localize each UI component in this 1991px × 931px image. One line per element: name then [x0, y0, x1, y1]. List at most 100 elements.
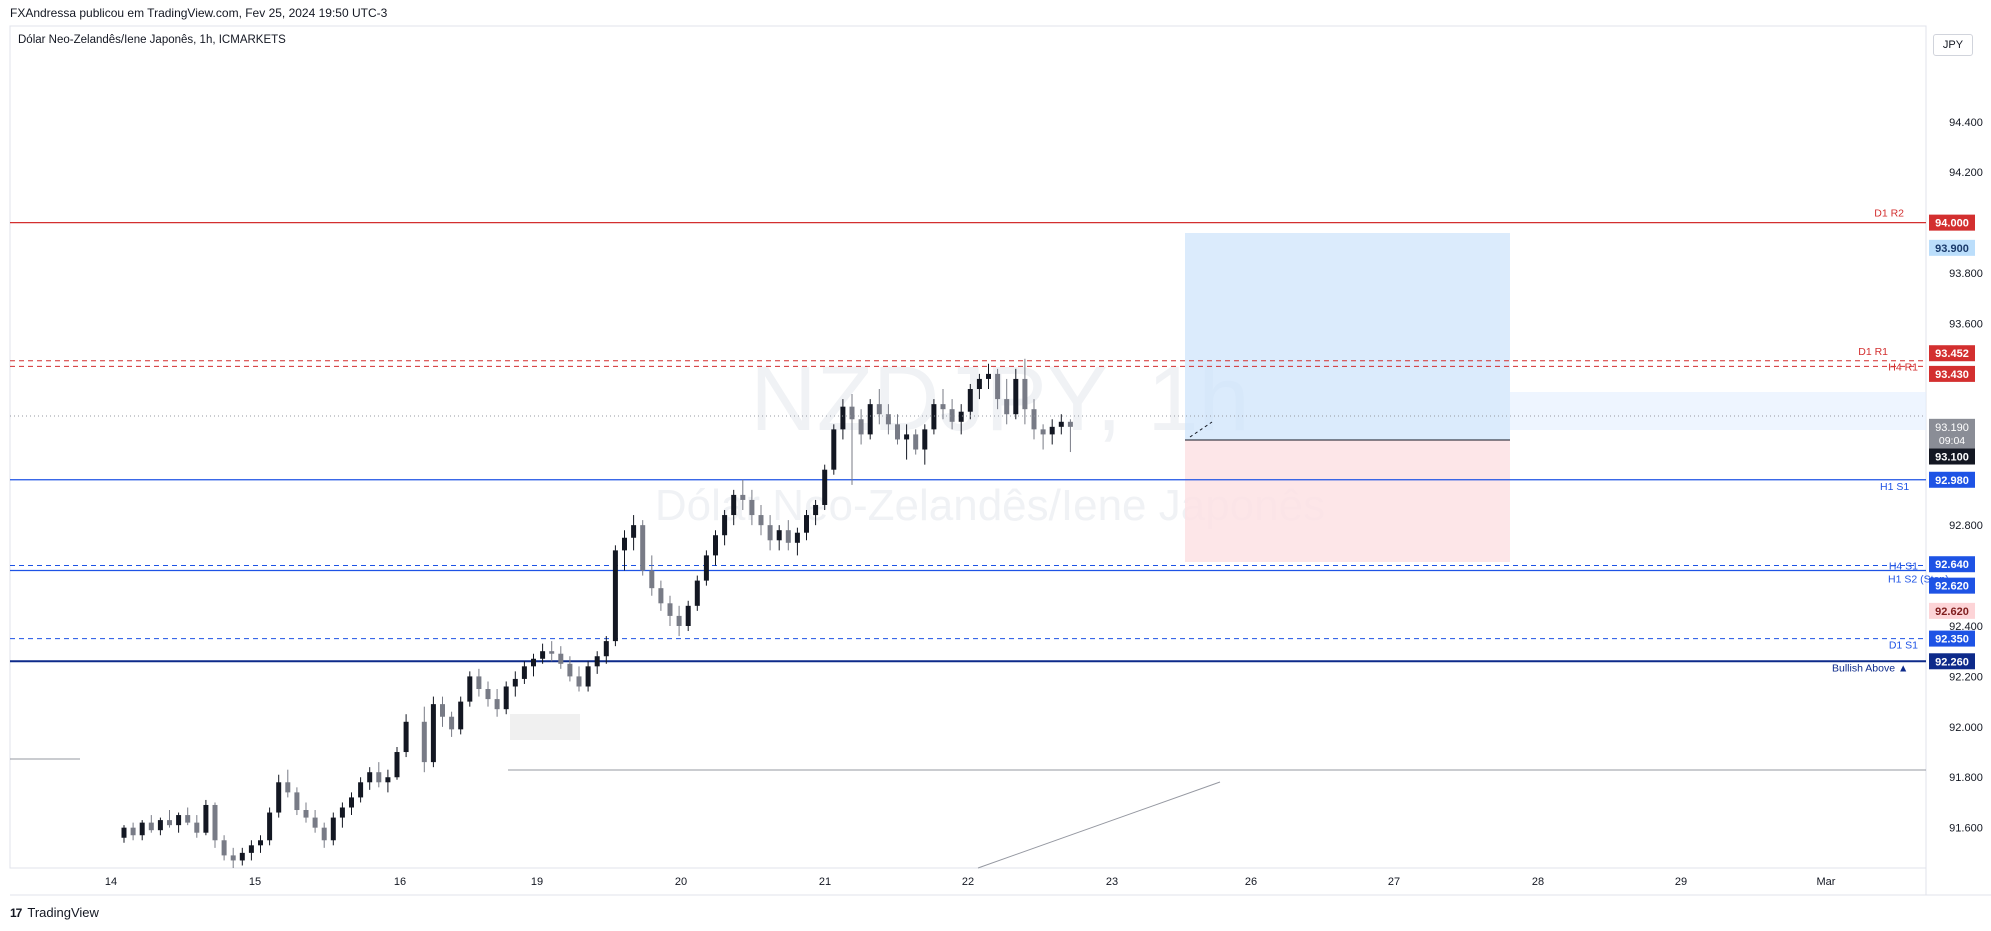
- level-price-tag-6: [1929, 630, 1975, 647]
- time-tick-label: 28: [1532, 876, 1544, 888]
- last-price-text: 93.190: [1935, 422, 1969, 434]
- candle-body: [458, 701, 464, 730]
- candle-body: [1049, 426, 1055, 435]
- candle-body: [840, 406, 846, 430]
- candle-body: [139, 822, 145, 836]
- level-price-tag-2-text: 93.430: [1935, 369, 1969, 381]
- publish-info: FXAndressa publicou em TradingView.com, …: [10, 6, 388, 20]
- price-tick-label: 92.000: [1949, 722, 1983, 734]
- candle-body: [239, 852, 245, 861]
- candle-body: [949, 409, 955, 422]
- candle-body: [913, 434, 919, 450]
- target-price-tag: [1929, 239, 1975, 256]
- time-tick-label: 16: [394, 876, 406, 888]
- candle-body: [876, 404, 882, 415]
- price-tick-label: 92.800: [1949, 520, 1983, 532]
- tradingview-logo[interactable]: 17 TradingView: [10, 905, 99, 920]
- currency-button[interactable]: JPY: [1933, 34, 1973, 56]
- candle-body: [858, 419, 864, 435]
- level-label-6: D1 S1: [1889, 640, 1918, 652]
- level-label-1: D1 R1: [1858, 346, 1888, 358]
- candle-body: [813, 504, 819, 516]
- candle-body: [476, 676, 482, 690]
- candle-body: [804, 515, 809, 533]
- candle-body: [148, 822, 154, 831]
- candle-body: [203, 804, 209, 833]
- candle-body: [230, 855, 236, 861]
- candle-body: [585, 666, 591, 687]
- level-label-2: H4 R1: [1888, 361, 1918, 373]
- micro-trend-line: [1189, 421, 1213, 438]
- stop-zone[interactable]: [1185, 440, 1510, 562]
- candle-body: [376, 772, 382, 783]
- candle-body: [676, 615, 682, 626]
- time-tick-label: 29: [1675, 876, 1687, 888]
- price-tick-label: 92.400: [1949, 621, 1983, 633]
- price-tick-label: 91.600: [1949, 823, 1983, 835]
- candle-body: [567, 663, 573, 677]
- level-price-tag-3-text: 92.980: [1935, 475, 1969, 487]
- candle-body: [185, 815, 191, 823]
- candle-body: [1031, 409, 1037, 430]
- level-price-tag-1: [1929, 345, 1975, 362]
- time-tick-label: 22: [962, 876, 974, 888]
- chart-pane: [9, 25, 1927, 869]
- price-tick-label: 94.200: [1949, 167, 1983, 179]
- level-price-tag-2: [1929, 365, 1975, 382]
- level-label-7: Bullish Above ▲: [1832, 662, 1908, 674]
- price-tick-label: 94.400: [1949, 117, 1983, 129]
- level-label-4: H4 S1: [1889, 560, 1918, 572]
- candle-body: [767, 525, 773, 541]
- candle-body: [931, 404, 937, 430]
- level-price-tag-6-text: 92.350: [1935, 634, 1969, 646]
- candle-body: [176, 815, 182, 826]
- candle-body: [421, 721, 427, 763]
- stop-price-tag: [1929, 602, 1975, 619]
- time-tick-label: 15: [249, 876, 261, 888]
- target-zone[interactable]: [1185, 233, 1510, 440]
- candle-body: [776, 530, 782, 541]
- candle-body: [303, 810, 309, 818]
- candle-body: [285, 782, 291, 793]
- level-price-tag-5: [1929, 577, 1975, 594]
- tradingview-logo-icon: 17: [10, 905, 22, 920]
- time-tick-label: 20: [675, 876, 687, 888]
- candle-body: [449, 716, 455, 730]
- candle-body: [740, 494, 746, 500]
- level-price-tag-0: [1929, 214, 1975, 231]
- time-tick-label: 26: [1245, 876, 1257, 888]
- candle-body: [794, 532, 800, 543]
- countdown-text: 09:04: [1939, 435, 1965, 447]
- candle-body: [758, 515, 764, 526]
- level-price-tag-4-text: 92.640: [1935, 559, 1969, 571]
- candle-body: [885, 414, 891, 425]
- candle-body: [785, 530, 791, 543]
- candle-body: [904, 434, 910, 440]
- candle-body: [258, 840, 263, 846]
- candle-body: [248, 845, 254, 853]
- candle-body: [1004, 399, 1010, 415]
- candle-body: [940, 404, 946, 410]
- candle-body: [367, 772, 373, 783]
- candle-body: [385, 777, 391, 783]
- candle-body: [631, 525, 637, 538]
- level-price-tag-3: [1929, 471, 1975, 488]
- candle-body: [576, 676, 582, 687]
- candle-body: [221, 840, 227, 856]
- price-tick-label: 92.200: [1949, 671, 1983, 683]
- candle-body: [849, 406, 855, 420]
- candle-body: [167, 820, 172, 826]
- symbol-title[interactable]: Dólar Neo-Zelandês/Iene Japonês, 1h, ICM…: [18, 34, 286, 46]
- trend-line: [977, 781, 1221, 869]
- candle-body: [267, 812, 273, 841]
- candle-body: [512, 678, 518, 687]
- candle-body: [157, 820, 163, 831]
- candle-body: [321, 827, 327, 841]
- candle-body: [1013, 378, 1019, 415]
- level-price-tag-7: [1929, 653, 1975, 670]
- candle-body: [667, 603, 673, 616]
- candle-body: [549, 651, 555, 654]
- candle-body: [330, 817, 336, 841]
- candle-body: [640, 525, 646, 571]
